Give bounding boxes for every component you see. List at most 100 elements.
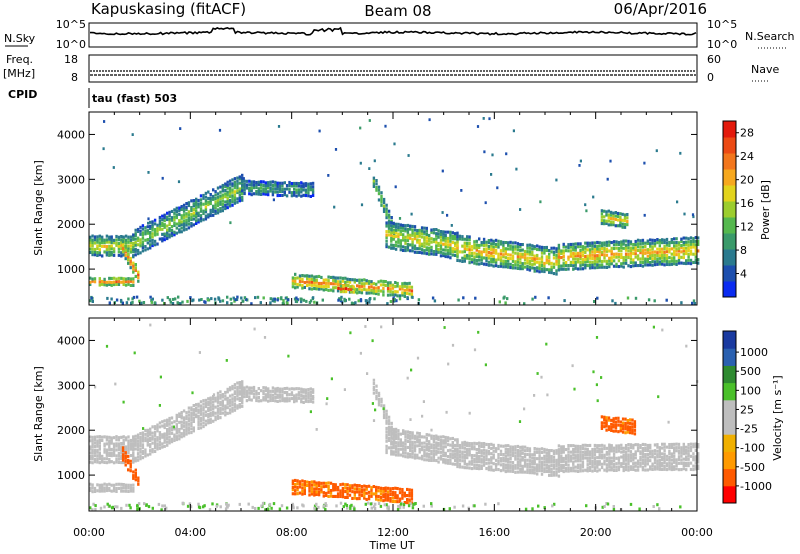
range-cell (470, 459, 474, 463)
range-cell (526, 246, 529, 250)
range-cell (96, 483, 99, 487)
range-cell (552, 466, 556, 470)
range-cell (638, 507, 641, 511)
range-cell (492, 251, 495, 255)
range-cell (557, 456, 561, 460)
range-cell (112, 453, 116, 457)
range-cell (596, 266, 599, 270)
range-cell (581, 469, 585, 473)
range-cell (202, 425, 205, 429)
range-cell (509, 469, 512, 473)
range-cell (129, 506, 132, 510)
range-cell (473, 243, 476, 247)
range-cell (281, 393, 284, 397)
range-cell (404, 451, 407, 455)
range-cell (691, 213, 695, 217)
range-cell (442, 248, 445, 252)
range-cell (449, 233, 452, 237)
range-cell (612, 214, 615, 218)
range-cell (632, 467, 635, 471)
range-cell (356, 284, 359, 288)
range-cell (406, 285, 409, 289)
range-cell (394, 427, 398, 431)
range-cell (182, 416, 186, 420)
range-cell (166, 224, 169, 228)
range-cell (385, 230, 388, 234)
range-cell (586, 469, 589, 473)
range-cell (540, 257, 544, 261)
range-cell (243, 395, 246, 399)
range-cell (588, 263, 592, 267)
range-cell (146, 247, 149, 251)
range-cell (631, 428, 634, 432)
range-cell (682, 457, 685, 461)
range-cell (346, 277, 349, 281)
range-cell (692, 468, 695, 472)
range-cell (511, 241, 515, 245)
range-cell (661, 241, 664, 245)
range-cell (687, 461, 690, 465)
range-cell (480, 458, 483, 462)
range-cell (285, 397, 289, 401)
range-cell (168, 217, 171, 221)
range-cell (170, 225, 174, 229)
range-cell (414, 502, 417, 505)
range-cell (677, 468, 681, 472)
range-cell (402, 233, 405, 237)
range-cell (420, 229, 424, 233)
range-cell (555, 259, 558, 263)
range-cell (178, 224, 181, 228)
range-cell (543, 450, 546, 454)
range-cell (456, 465, 459, 469)
range-cell (139, 229, 142, 233)
range-cell (121, 243, 125, 247)
range-cell (694, 243, 697, 247)
range-cell (172, 425, 175, 429)
range-cell (682, 252, 685, 256)
range-cell (327, 490, 330, 494)
range-cell (536, 463, 539, 467)
range-cell (519, 248, 522, 252)
range-cell (219, 396, 222, 400)
range-cell (356, 278, 359, 282)
range-cell (581, 263, 585, 267)
range-cell (516, 454, 520, 458)
range-cell (623, 222, 627, 226)
range-cell (632, 260, 635, 264)
range-cell (665, 260, 669, 264)
range-cell (509, 262, 512, 266)
range-cell (344, 486, 347, 490)
range-cell (255, 396, 258, 400)
range-cell (298, 480, 302, 484)
range-cell (646, 468, 649, 472)
range-cell (694, 249, 697, 253)
range-cell (129, 438, 133, 442)
range-cell (418, 242, 421, 246)
range-cell (197, 423, 200, 427)
range-cell (204, 205, 208, 209)
range-cell (442, 232, 445, 236)
range-cell (634, 452, 637, 456)
range-cell (605, 456, 609, 460)
range-cell (134, 263, 137, 267)
range-cell (656, 257, 659, 261)
range-cell (379, 279, 383, 283)
range-cell (310, 483, 314, 487)
range-cell (451, 247, 454, 251)
range-cell (382, 404, 386, 408)
range-cell (356, 497, 359, 501)
range-cell (442, 445, 445, 449)
range-cell (98, 283, 101, 287)
range-cell (567, 264, 570, 268)
range-cell (430, 230, 433, 234)
range-cell (461, 250, 464, 254)
range-cell (552, 458, 556, 462)
range-cell (175, 435, 178, 439)
range-cell (364, 299, 368, 303)
range-cell (91, 240, 94, 244)
range-cell (463, 466, 466, 470)
range-cell (141, 431, 145, 435)
range-cell (528, 262, 532, 266)
range-cell (670, 259, 673, 263)
